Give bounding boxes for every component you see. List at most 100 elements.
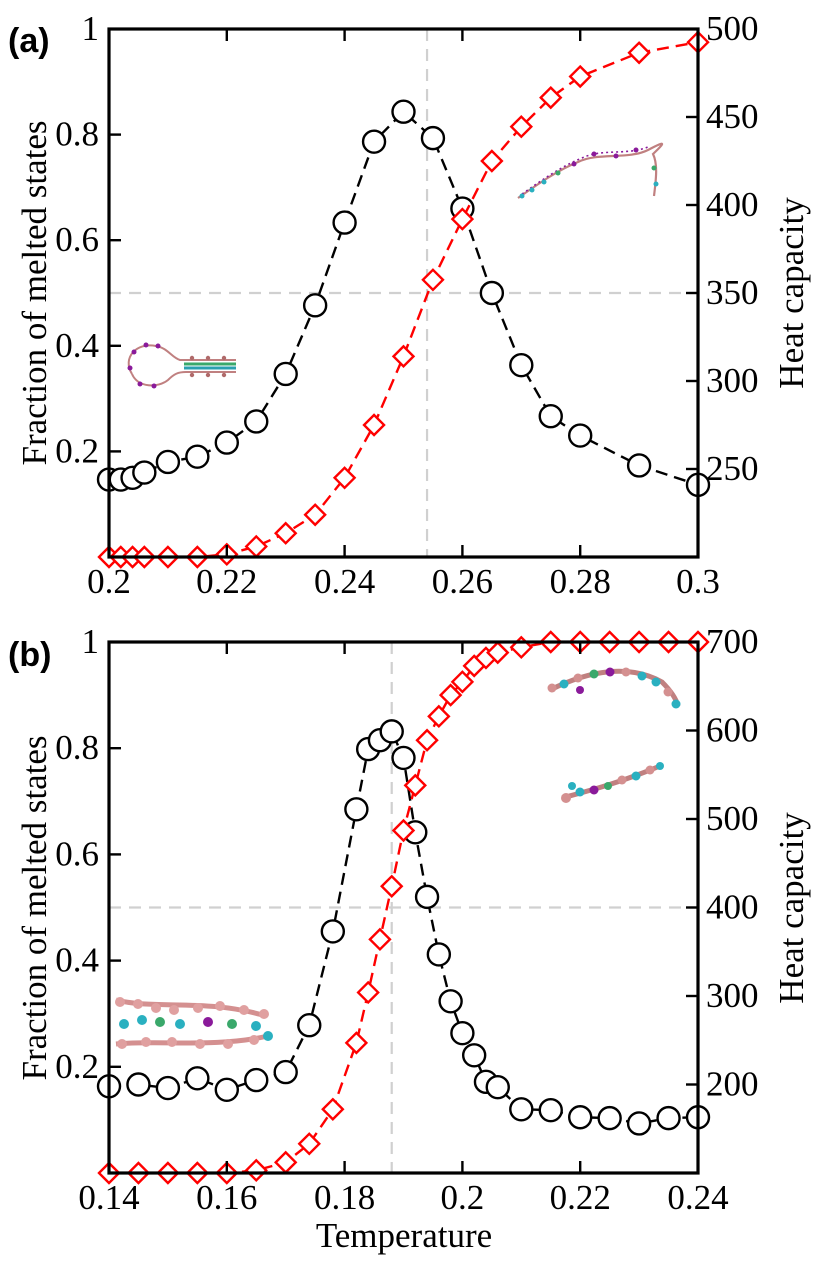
panel-b-molecule-insets bbox=[115, 667, 681, 1049]
panel-a-melted-fraction-point bbox=[568, 64, 592, 89]
panel-a-label: (a) bbox=[8, 22, 50, 60]
panel-b-x-tick-label: 0.2 bbox=[441, 1178, 485, 1217]
panel-b-y2-axis-title: Heat capacity bbox=[772, 812, 811, 1004]
panel-a-melted-fraction-point bbox=[539, 85, 563, 110]
panel-b-melted-fraction-point bbox=[297, 1132, 321, 1156]
panel-b-frame bbox=[107, 640, 700, 1175]
panel-a-x-tick-label: 0.26 bbox=[432, 562, 493, 601]
single-strand-inset-upper bbox=[547, 667, 681, 709]
panel-b-y-tick-label: 0.6 bbox=[55, 834, 99, 873]
panel-a-y2-tick-label: 400 bbox=[706, 185, 759, 224]
panel-a-y2-axis-title: Heat capacity bbox=[772, 197, 811, 389]
panel-a-heat-capacity-point bbox=[509, 352, 534, 378]
panel-b-y-tick-label: 0.2 bbox=[55, 1047, 99, 1086]
panel-b-heat-capacity-point bbox=[426, 942, 452, 967]
panel-a-y-tick-label: 0.6 bbox=[55, 220, 99, 259]
panel-a-x-tick-label: 0.28 bbox=[550, 562, 611, 601]
panel-b-y2-tick-label: 300 bbox=[706, 976, 759, 1015]
panel-a-heat-capacity-point bbox=[568, 423, 593, 448]
panel-b-x-axis-title: Temperature bbox=[316, 1216, 492, 1255]
panel-b-melted-fraction-point bbox=[356, 980, 380, 1005]
panel-b-y2-tick-label: 400 bbox=[706, 888, 759, 927]
panel-a-melted-fraction-point bbox=[627, 41, 651, 65]
panel-a-melted-fraction-point bbox=[421, 268, 445, 292]
panel-b-heat-capacity-point bbox=[155, 1075, 181, 1101]
panel-b-melted-fraction-point bbox=[509, 635, 533, 660]
panel-b: 0.14 0.16 0.18 0.2 0.22 0.24 0.2 0.4 0.6 0.8 1 200 3… bbox=[8, 622, 811, 1255]
panel-a-y2-tick-label: 500 bbox=[706, 9, 759, 48]
panel-a-y-tick-label: 0.8 bbox=[55, 115, 99, 154]
single-strand-inset-lower bbox=[561, 762, 664, 803]
panel-a-heat-capacity-point bbox=[391, 99, 416, 124]
panel-b-heat-capacity-point bbox=[509, 1097, 534, 1122]
panel-b-label: (b) bbox=[8, 636, 51, 674]
panel-a-melted-fraction-point bbox=[332, 466, 357, 490]
panel-a-y2-tick-label: 350 bbox=[706, 273, 759, 312]
panel-a-melted-fraction-point bbox=[509, 114, 533, 139]
panel-a-heat-capacity-point bbox=[332, 210, 357, 235]
panel-b-x-tick-label: 0.16 bbox=[196, 1178, 257, 1217]
panel-b-melted-fraction-point bbox=[403, 773, 427, 798]
panel-b-y-tick-label: 0.8 bbox=[55, 728, 99, 767]
panel-a-heat-capacity-point bbox=[626, 453, 652, 478]
panel-b-melted-fraction-point bbox=[415, 728, 439, 752]
panel-a-axes: 0.2 0.22 0.24 0.26 0.28 0.3 0.2 0.4 0.6 0.8 1 250 30… bbox=[55, 9, 758, 601]
panel-b-heat-capacity-point bbox=[485, 1074, 510, 1100]
panel-a-melted-fraction-point bbox=[274, 521, 298, 545]
panel-a-x-tick-label: 0.22 bbox=[196, 562, 257, 601]
panel-b-heat-capacity-point bbox=[320, 919, 346, 944]
panel-a-melted-fraction-point bbox=[480, 149, 504, 173]
panel-a-heat-capacity-point bbox=[420, 125, 446, 151]
panel-a-melted-fraction-point bbox=[362, 413, 386, 437]
panel-b-heat-capacity-line bbox=[108, 729, 699, 1125]
panel-b-melted-fraction-point bbox=[344, 1031, 369, 1055]
panel-a-heat-capacity-point bbox=[302, 293, 328, 318]
panel-b-heat-capacity-point bbox=[273, 1059, 298, 1085]
panel-b-x-tick-label: 0.22 bbox=[550, 1178, 611, 1217]
panel-a-heat-capacity-point bbox=[155, 449, 181, 475]
panel-b-melted-fraction-point bbox=[391, 818, 416, 843]
panel-b-y2-tick-label: 200 bbox=[706, 1065, 759, 1104]
panel-a-heat-capacity-point bbox=[185, 444, 210, 469]
panel-b-y2-tick-label: 600 bbox=[706, 711, 759, 750]
panel-a-heat-capacity-point bbox=[214, 430, 240, 455]
panel-b-y-tick-label: 0.4 bbox=[55, 941, 99, 980]
panel-a-x-tick-label: 0.2 bbox=[87, 562, 131, 601]
panel-a-heat-capacity-point bbox=[273, 361, 298, 387]
panel-a-x-tick-label: 0.24 bbox=[314, 562, 375, 601]
panel-b-x-tick-label: 0.14 bbox=[78, 1178, 139, 1217]
panel-b-heat-capacity-point bbox=[626, 1111, 652, 1136]
panel-a-y-tick-label: 1 bbox=[82, 9, 100, 48]
panel-b-melted-fraction-point bbox=[274, 1150, 298, 1175]
panel-b-heat-capacity-point bbox=[379, 719, 404, 744]
panel-b-series bbox=[96, 630, 711, 1185]
panel-b-x-tick-label: 0.18 bbox=[314, 1178, 375, 1217]
panel-b-heat-capacity-point bbox=[126, 1072, 151, 1097]
panel-a-heat-capacity-point bbox=[538, 404, 563, 429]
panel-b-heat-capacity-point bbox=[656, 1105, 681, 1131]
panel-b-heat-capacity-point bbox=[244, 1067, 269, 1093]
unfolded-chain-inset bbox=[517, 142, 664, 199]
panel-a-x-tick-label: 0.3 bbox=[676, 562, 720, 601]
panel-b-guides bbox=[109, 642, 698, 1173]
panel-b-heat-capacity-point bbox=[538, 1097, 563, 1123]
panel-a-heat-capacity-line bbox=[109, 110, 699, 486]
hairpin-molecule-inset bbox=[127, 342, 236, 389]
duplex-molecule-inset bbox=[115, 997, 273, 1049]
panel-b-axes: 0.14 0.16 0.18 0.2 0.22 0.24 0.2 0.4 0.6 0.8 1 200 3… bbox=[55, 622, 758, 1217]
panel-b-melted-fraction-point bbox=[438, 683, 463, 707]
panel-b-melted-fraction-point bbox=[450, 670, 475, 694]
panel-a-y2-tick-label: 250 bbox=[706, 449, 759, 488]
panel-b-y-axis-title: Fraction of melted states bbox=[15, 735, 54, 1080]
panel-b-heat-capacity-point bbox=[597, 1105, 622, 1131]
panel-a-molecule-insets bbox=[127, 142, 664, 389]
panel-b-y2-tick-label: 500 bbox=[706, 799, 759, 838]
panel-a-melted-fraction-point bbox=[244, 534, 268, 559]
panel-b-melted-fraction-point bbox=[486, 640, 510, 665]
panel-a-y2-tick-label: 450 bbox=[706, 97, 759, 136]
panel-b-heat-capacity-point bbox=[344, 797, 369, 822]
panel-b-melted-fraction-point bbox=[380, 874, 404, 898]
panel-a: 0.2 0.22 0.24 0.26 0.28 0.3 0.2 0.4 0.6 0.8 1 250 30… bbox=[8, 9, 811, 601]
panel-a-y-tick-label: 0.2 bbox=[55, 431, 99, 470]
